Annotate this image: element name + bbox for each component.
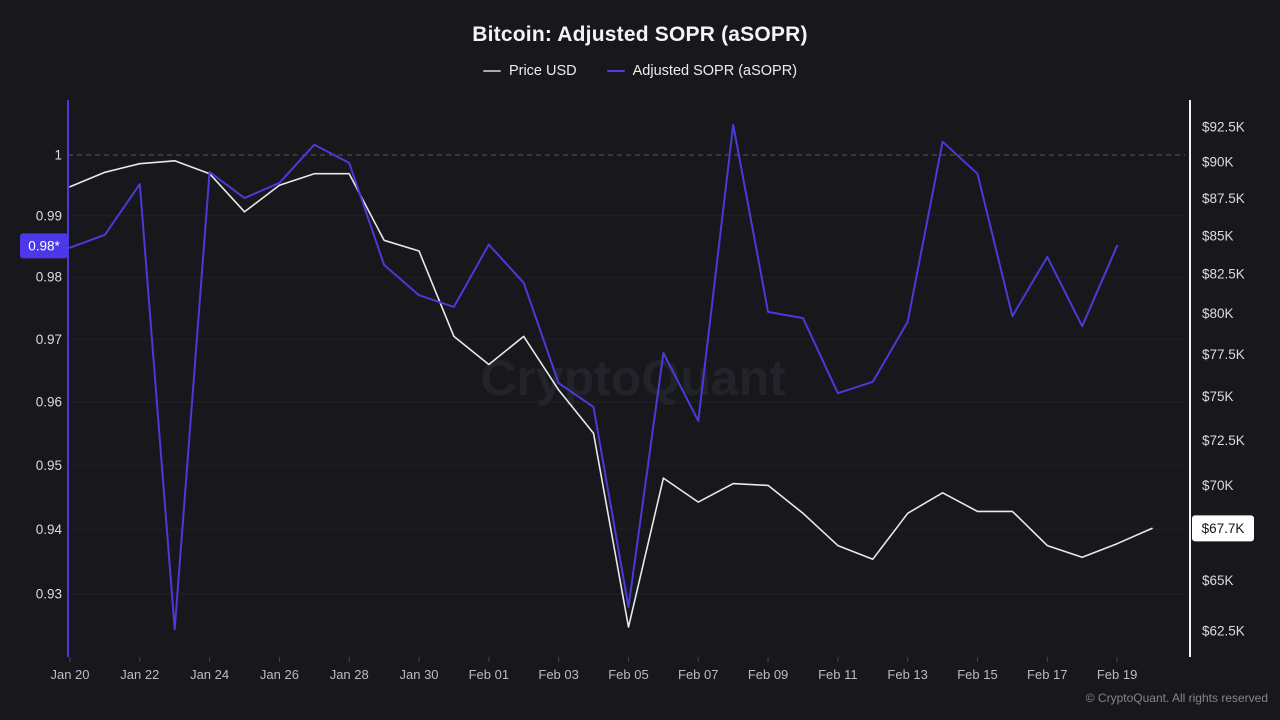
x-axis-tick-label: Feb 11	[818, 667, 858, 682]
left-axis-tick-label: 1	[54, 148, 62, 163]
left-axis-tick-label: 0.99	[36, 208, 62, 223]
x-axis-tick-label: Feb 01	[469, 667, 509, 682]
price-current-value-badge	[1192, 515, 1254, 542]
x-axis-tick-label: Jan 24	[190, 667, 229, 682]
right-axis-tick-label: $70K	[1202, 478, 1234, 493]
legend-item-asopr[interactable]: Adjusted SOPR (aSOPR)	[606, 63, 798, 79]
left-axis-tick-label: 0.98	[36, 270, 62, 285]
right-axis-tick-label: $87.5K	[1202, 191, 1245, 206]
legend-label-asopr: Adjusted SOPR (aSOPR)	[632, 63, 798, 79]
asopr-current-value-label: 0.98*	[28, 238, 60, 253]
x-axis-tick-label: Feb 07	[678, 667, 718, 682]
left-axis-tick-label: 0.94	[36, 522, 63, 537]
legend-line-swatch-asopr	[606, 70, 625, 72]
right-axis-tick-label: $92.5K	[1202, 120, 1245, 135]
legend-line-swatch-price	[482, 70, 501, 72]
x-axis-tick-label: Feb 05	[608, 667, 648, 682]
left-axis-tick-label: 0.97	[36, 332, 62, 347]
right-axis-tick-label: $72.5K	[1202, 433, 1245, 448]
x-axis-tick-label: Feb 03	[538, 667, 578, 682]
right-axis-tick-label: $62.5K	[1202, 624, 1245, 639]
x-axis-tick-label: Feb 09	[748, 667, 788, 682]
right-axis-tick-label: $82.5K	[1202, 267, 1245, 282]
x-axis-tick-label: Feb 19	[1097, 667, 1137, 682]
legend-item-price-usd[interactable]: Price USD	[482, 63, 577, 79]
left-axis-tick-label: 0.96	[36, 394, 62, 409]
x-axis-tick-label: Jan 28	[330, 667, 369, 682]
right-axis-tick-label: $85K	[1202, 228, 1234, 243]
left-axis-tick-label: 0.93	[36, 587, 62, 602]
price-line-series	[69, 160, 1153, 628]
price-current-value-label: $67.7K	[1202, 521, 1245, 536]
x-axis-tick-label: Feb 15	[957, 667, 997, 682]
x-axis-tick-label: Jan 26	[260, 667, 299, 682]
right-axis-tick-label: $77.5K	[1202, 347, 1245, 362]
x-axis-tick-label: Feb 13	[887, 667, 927, 682]
asopr-line-series	[69, 123, 1119, 631]
copyright-text: © CryptoQuant. All rights reserved	[1085, 691, 1268, 705]
legend-label-price: Price USD	[508, 63, 577, 79]
legend: Price USD Adjusted SOPR (aSOPR)	[0, 63, 1280, 79]
left-axis-tick-label: 0.95	[36, 458, 62, 473]
page-title: Bitcoin: Adjusted SOPR (aSOPR)	[472, 23, 808, 46]
right-axis-tick-label: $75K	[1202, 389, 1234, 404]
x-axis-tick-label: Jan 30	[400, 667, 439, 682]
x-axis-tick-label: Jan 20	[50, 667, 89, 682]
cryptoquant-watermark-logo: CryptoQuant	[480, 350, 786, 406]
x-axis-tick-label: Jan 22	[120, 667, 159, 682]
right-axis-tick-label: $90K	[1202, 155, 1234, 170]
asopr-current-value-badge	[20, 233, 68, 259]
right-axis-tick-label: $65K	[1202, 573, 1234, 588]
x-axis-tick-label: Feb 17	[1027, 667, 1067, 682]
right-axis-tick-label: $80K	[1202, 306, 1234, 321]
